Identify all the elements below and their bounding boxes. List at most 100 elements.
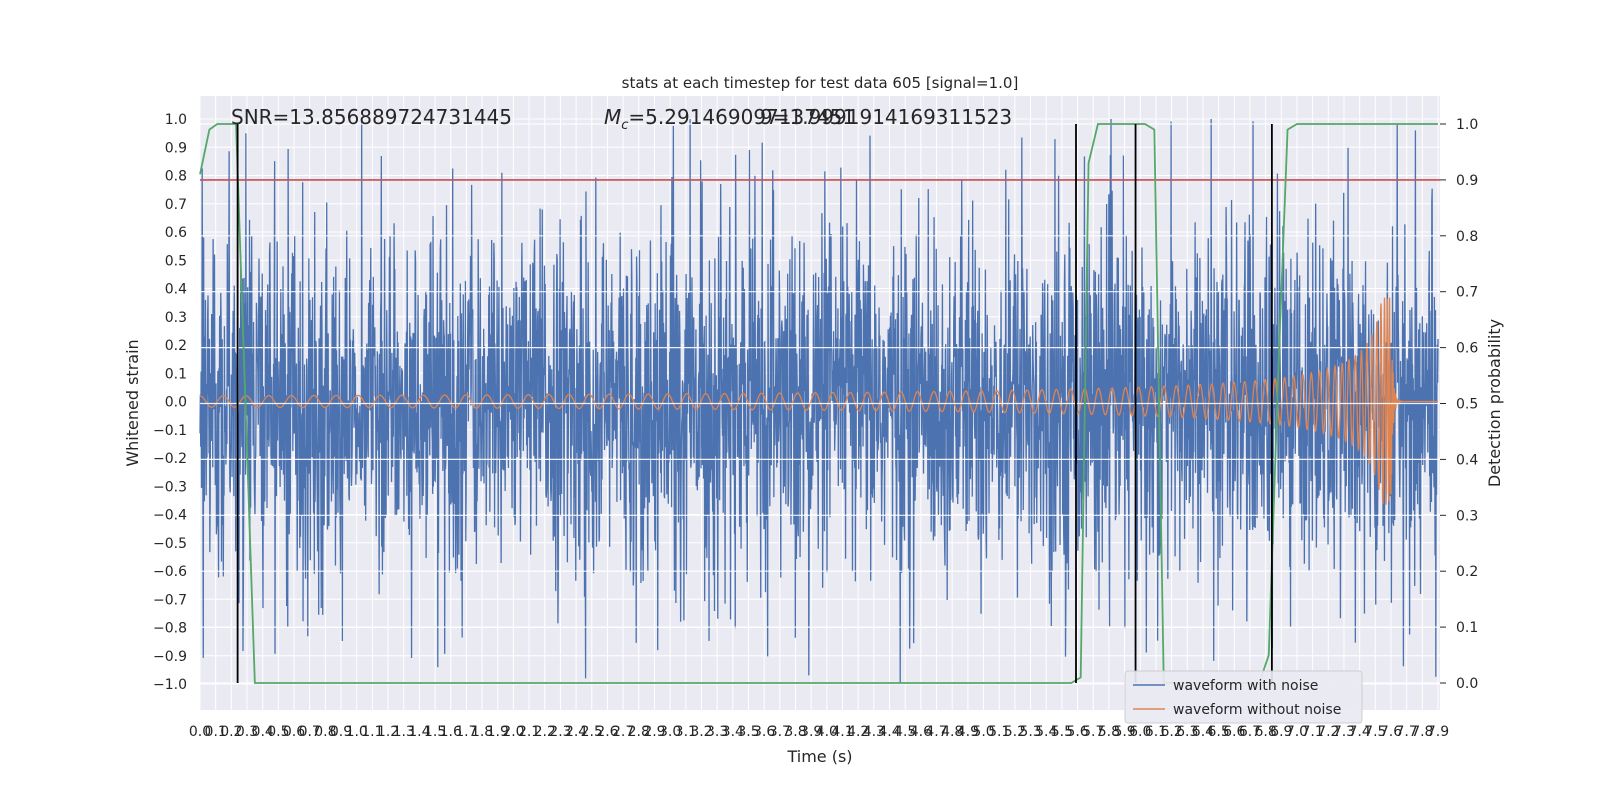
x-tick-label: 0.9: [330, 724, 352, 740]
x-tick-label: 0.8: [314, 724, 336, 740]
y-left-tick-label: −0.8: [153, 621, 187, 637]
x-tick-label: 7.0: [1286, 724, 1308, 740]
x-tick-label: 2.7: [612, 724, 634, 740]
y-right-tick-label: 0.5: [1456, 397, 1478, 413]
chart-title: stats at each timestep for test data 605…: [622, 74, 1019, 92]
chirp-mass-symbol: M: [604, 105, 621, 129]
x-tick-label: 0.5: [267, 724, 289, 740]
x-tick-label: 7.8: [1411, 724, 1433, 740]
x-tick-label: 2.2: [534, 724, 556, 740]
x-tick-label: 3.0: [659, 724, 681, 740]
x-tick-label: 0.4: [252, 724, 274, 740]
y-left-tick-label: 1.0: [165, 112, 187, 128]
x-tick-label: 0.6: [283, 724, 305, 740]
y-left-tick-label: −0.7: [153, 592, 187, 608]
x-tick-label: 0.7: [299, 724, 321, 740]
x-tick-label: 7.9: [1427, 724, 1449, 740]
y-left-tick-label: 0.8: [165, 169, 187, 185]
x-tick-label: 7.3: [1333, 724, 1355, 740]
x-tick-label: 1.1: [361, 724, 383, 740]
y-right-tick-label: 0.4: [1456, 452, 1478, 468]
y-axis-right-label: Detection probability: [1485, 319, 1504, 487]
x-tick-label: 2.1: [518, 724, 540, 740]
legend-label-clean: waveform without noise: [1173, 702, 1341, 718]
x-tick-label: 6.2: [1160, 724, 1182, 740]
noisy-waveform-line: [199, 118, 1439, 683]
x-tick-label: 7.5: [1364, 724, 1386, 740]
x-tick-label: 2.4: [565, 724, 587, 740]
y-left-tick-label: −1.0: [153, 677, 187, 693]
x-tick-label: 6.6: [1223, 724, 1245, 740]
y-left-tick-label: −0.6: [153, 564, 187, 580]
x-tick-label: 1.6: [440, 724, 462, 740]
x-tick-label: 5.0: [972, 724, 994, 740]
y-left-tick-label: 0.2: [165, 338, 187, 354]
legend-box: [1124, 670, 1363, 724]
y-left-tick-label: 0.1: [165, 366, 187, 382]
detection-probability-line: [199, 123, 1438, 684]
y-left-tick-label: −0.1: [153, 423, 187, 439]
y-right-tick-label: 0.6: [1456, 341, 1478, 357]
x-tick-label: 3.2: [690, 724, 712, 740]
x-tick-label: 1.2: [377, 724, 399, 740]
x-tick-label: 5.3: [1019, 724, 1041, 740]
y-right-tick-label: 0.1: [1456, 620, 1478, 636]
x-tick-label: 7.2: [1317, 724, 1339, 740]
x-tick-label: 4.3: [863, 724, 885, 740]
x-tick-label: 4.4: [878, 724, 900, 740]
x-tick-label: 6.3: [1176, 724, 1198, 740]
x-tick-label: 4.5: [894, 724, 916, 740]
x-tick-label: 5.1: [988, 724, 1010, 740]
x-tick-label: 4.1: [831, 724, 853, 740]
clean-waveform-series: [199, 297, 1438, 505]
x-tick-label: 3.8: [784, 724, 806, 740]
x-tick-label: 1.3: [393, 724, 415, 740]
x-tick-label: 3.9: [800, 724, 822, 740]
chirp-mass-annotation: Mc=5.291469097137451: [604, 105, 855, 133]
x-tick-label: 4.8: [941, 724, 963, 740]
y-left-tick-label: 0.4: [165, 282, 187, 298]
y-left-tick-label: −0.4: [153, 508, 187, 524]
y-left-tick-label: 0.0: [165, 395, 187, 411]
x-tick-label: 2.5: [581, 724, 603, 740]
x-tick-label: 0.3: [236, 724, 258, 740]
y-right-tick-label: 0.7: [1456, 285, 1478, 301]
x-tick-label: 7.1: [1302, 724, 1324, 740]
clean-waveform-line: [199, 297, 1438, 505]
x-tick-label: 5.2: [1004, 724, 1026, 740]
x-tick-label: 2.6: [596, 724, 618, 740]
x-tick-label: 5.9: [1113, 724, 1135, 740]
y-left-tick-label: −0.3: [153, 479, 187, 495]
x-tick-label: 2.8: [628, 724, 650, 740]
x-tick-label: 1.9: [487, 724, 509, 740]
x-tick-label: 1.7: [455, 724, 477, 740]
x-tick-label: 4.9: [957, 724, 979, 740]
x-tick-label: 0.0: [189, 724, 211, 740]
x-tick-label: 5.4: [1035, 724, 1057, 740]
x-tick-label: 3.4: [722, 724, 744, 740]
x-tick-label: 4.2: [847, 724, 869, 740]
x-tick-label: 7.4: [1349, 724, 1371, 740]
x-tick-label: 3.3: [706, 724, 728, 740]
y-right-tick-label: 0.8: [1456, 229, 1478, 245]
snr-annotation: SNR=13.856889724731445: [231, 105, 512, 129]
chirp-mass-value: =5.291469097137451: [628, 105, 855, 129]
y-left-tick-label: 0.9: [165, 140, 187, 156]
y-right-tick-label: 0.0: [1456, 676, 1478, 692]
noisy-waveform-series: [199, 118, 1439, 683]
x-tick-label: 7.7: [1396, 724, 1418, 740]
detection-markers: [236, 124, 1273, 683]
legend: waveform with noise waveform without noi…: [1124, 670, 1363, 724]
x-tick-label: 1.5: [424, 724, 446, 740]
x-tick-label: 5.7: [1082, 724, 1104, 740]
y-axis-left-label: Whitened strain: [123, 339, 142, 466]
x-tick-label: 5.8: [1098, 724, 1120, 740]
x-tick-label: 6.4: [1192, 724, 1214, 740]
x-tick-label: 6.1: [1145, 724, 1167, 740]
y-left-tick-label: 0.3: [165, 310, 187, 326]
x-tick-label: 6.5: [1207, 724, 1229, 740]
x-tick-label: 6.0: [1129, 724, 1151, 740]
x-tick-label: 2.0: [502, 724, 524, 740]
x-tick-label: 4.7: [925, 724, 947, 740]
